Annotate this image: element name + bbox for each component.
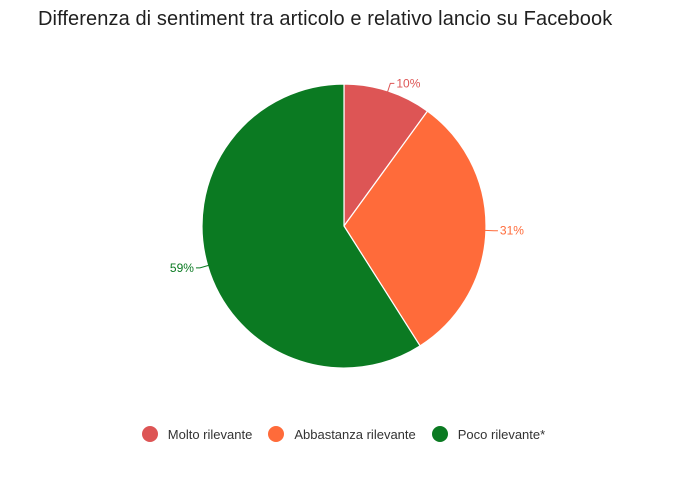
legend-item-poco-rilevante[interactable]: Poco rilevante*	[431, 426, 546, 442]
data-label-molto-rilevante: 10%	[396, 76, 420, 90]
data-label-poco-rilevante: 59%	[170, 261, 194, 275]
leader-line-poco-rilevante	[195, 264, 209, 269]
legend-item-abbastanza-rilevante[interactable]: Abbastanza rilevante	[268, 426, 416, 442]
pie-labels: 10% 31% 59%	[170, 76, 524, 275]
chart-legend: Molto rilevante Abbastanza rilevante Poco …	[0, 426, 687, 442]
pie-slices	[201, 83, 487, 369]
legend-label: Molto rilevante	[167, 426, 253, 442]
leader-line-molto-rilevante	[387, 82, 395, 93]
legend-item-molto-rilevante[interactable]: Molto rilevante	[141, 426, 253, 442]
legend-label: Abbastanza rilevante	[294, 426, 416, 442]
legend-label: Poco rilevante*	[457, 426, 546, 442]
data-label-abbastanza-rilevante: 31%	[500, 224, 524, 238]
legend-swatch-icon	[268, 426, 285, 442]
legend-swatch-icon	[141, 426, 158, 442]
chart-title: Differenza di sentiment tra articolo e r…	[38, 8, 613, 30]
legend-swatch-icon	[431, 426, 448, 442]
